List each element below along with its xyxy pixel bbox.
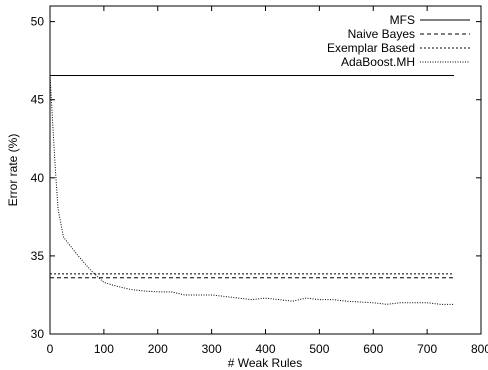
series-line-adaboost-mh — [49, 74, 455, 305]
x-tick-label: 200 — [148, 342, 168, 356]
x-axis-label: # Weak Rules — [228, 356, 302, 370]
legend-label: Naive Bayes — [348, 27, 415, 41]
x-tick-label: 700 — [417, 342, 437, 356]
y-tick-label: 30 — [31, 327, 45, 341]
x-tick-label: 400 — [255, 342, 275, 356]
x-tick-label: 300 — [202, 342, 222, 356]
y-axis-label: Error rate (%) — [6, 134, 20, 207]
y-tick-label: 45 — [31, 93, 45, 107]
x-tick-label: 800 — [471, 342, 488, 356]
legend-label: Exemplar Based — [327, 41, 415, 55]
y-tick-label: 35 — [31, 249, 45, 263]
x-tick-label: 500 — [309, 342, 329, 356]
plot-frame — [49, 5, 482, 335]
series-lines — [49, 74, 455, 305]
x-tick-label: 100 — [94, 342, 114, 356]
tick-marks — [49, 6, 482, 335]
x-tick-label: 0 — [47, 342, 54, 356]
legend-label: AdaBoost.MH — [341, 55, 415, 69]
tick-labels: 0 100 200 300 400 500 600 700 800 30 35 40 45 50 — [31, 15, 488, 356]
y-tick-label: 40 — [31, 171, 45, 185]
legend-label: MFS — [390, 13, 415, 27]
x-tick-label: 600 — [363, 342, 383, 356]
y-tick-label: 50 — [31, 15, 45, 29]
